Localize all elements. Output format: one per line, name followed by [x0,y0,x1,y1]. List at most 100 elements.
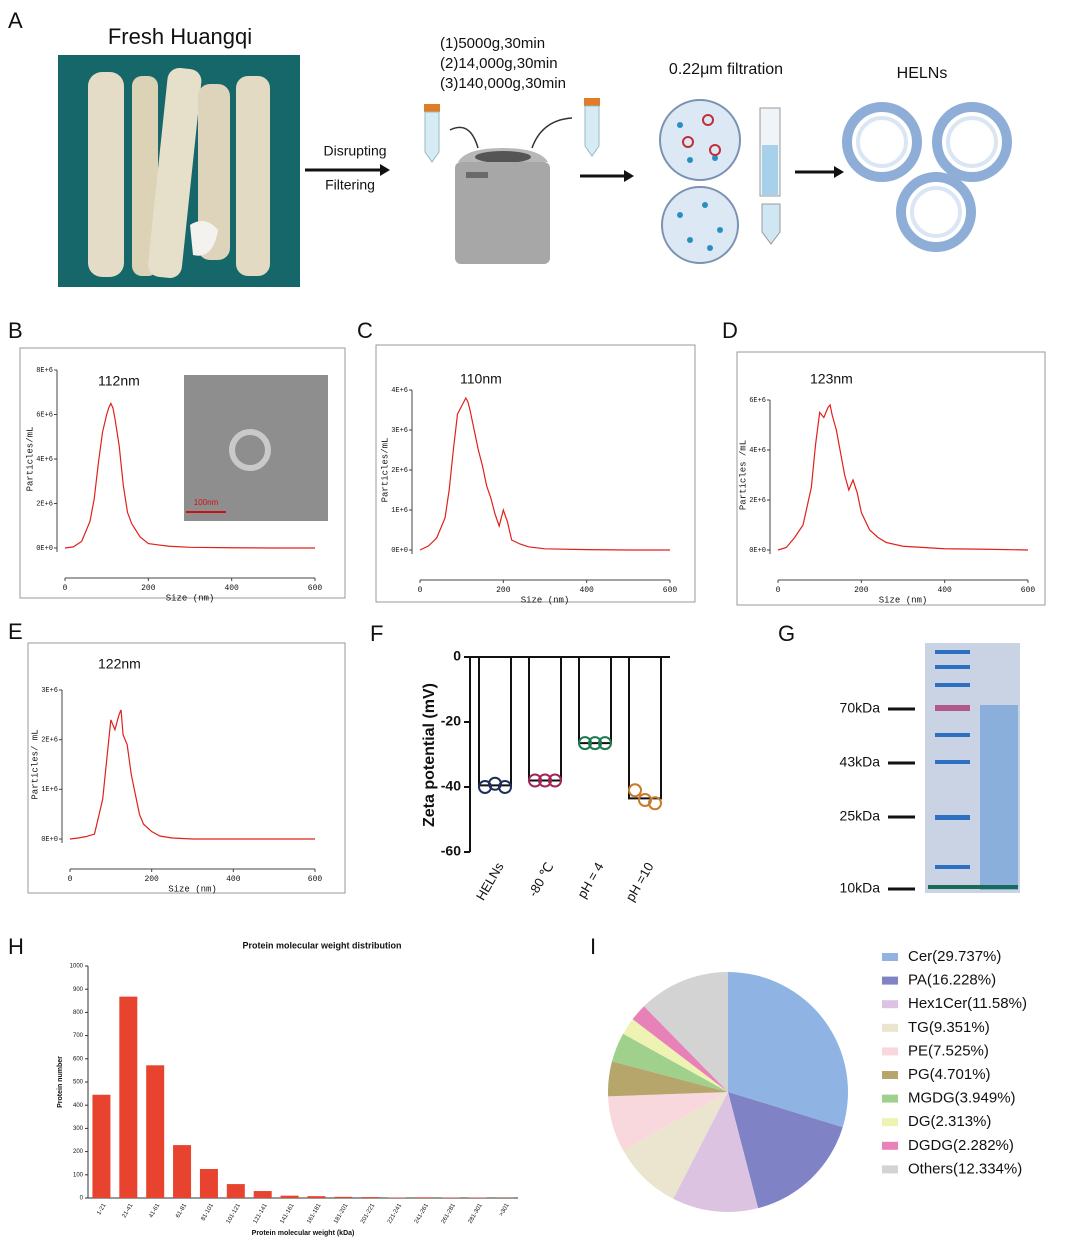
x-tick-label: 200 [144,875,159,884]
x-tick-label: 200 [496,586,511,595]
y-tick-label: 900 [73,987,84,993]
x-tick-label: 0 [63,584,68,593]
pie-slice [623,1092,728,1199]
x-tick-label: 400 [224,584,239,593]
y-tick-label: 4E+6 [391,387,408,395]
legend-label: DG(2.313%) [908,1113,991,1130]
pie-slice [728,972,848,1128]
pie-slice [608,1092,728,1151]
data-point [628,783,642,798]
y-tick-label: 2E+6 [36,500,53,508]
x-tick-label: 101-121 [226,1202,243,1225]
bar [226,1184,245,1198]
y-tick-label: 1E+6 [41,786,58,794]
legend-label: DGDG(2.282%) [908,1137,1014,1154]
y-axis-label: Particles /mL [738,440,748,510]
x-tick-label: 261-281 [441,1202,458,1225]
data-point [648,796,662,811]
bar [92,1094,111,1198]
y-tick-label: 2E+6 [391,467,408,475]
legend-swatch [882,1118,898,1127]
x-tick-label: HELNs [473,859,507,903]
panel-label: D [722,318,738,343]
bar [334,1196,353,1198]
panel-frame [736,351,1046,606]
x-tick-label: 600 [308,875,323,884]
x-tick-label: >301 [499,1202,511,1217]
pie-slice [632,1006,728,1092]
y-tick-label: 100 [73,1172,84,1178]
photo [58,55,300,287]
x-tick-label: 600 [663,586,678,595]
x-axis-label: Size (nm) [168,884,217,894]
x-tick-label: 600 [1021,586,1036,595]
legend-swatch [882,976,898,985]
x-tick-label: 281-301 [468,1202,485,1225]
y-tick-label: 1000 [70,964,84,970]
x-tick-label: -80 ℃ [525,860,556,900]
bar [361,1197,380,1198]
legend-swatch [882,1165,898,1174]
chart-title: Protein molecular weight distribution [242,940,401,950]
x-tick-label: 600 [308,584,323,593]
gel-marker: 25kDa [840,808,881,824]
gel-marker: 70kDa [840,700,881,716]
legend-label: PA(16.228%) [908,972,996,989]
spin-step: (1)5000g,30min [440,35,545,52]
photo-title: Fresh Huangqi [108,24,252,49]
y-tick-label: 600 [73,1056,84,1062]
x-tick-label: 400 [226,875,241,884]
x-tick-label: 181-201 [333,1202,350,1225]
spin-step: (3)140,000g,30min [440,75,566,92]
y-tick-label: 0 [80,1196,84,1202]
step-label: Filtering [325,177,375,193]
filtration [659,99,781,264]
x-tick-label: 0 [418,586,423,595]
bar [578,656,612,745]
bar [307,1196,326,1198]
panel-label: E [8,619,23,644]
x-tick-label: 1-21 [96,1202,108,1216]
x-axis-label: Size (nm) [521,595,570,605]
tem-vesicle [229,429,271,471]
x-tick-label: 21-41 [122,1202,135,1219]
product-title: HELNs [897,65,948,82]
line-series [69,709,315,840]
data-point [498,780,512,794]
line-series [419,396,670,551]
data-point [538,773,552,788]
annotation: 112nm [98,373,140,389]
x-tick-label: 161-181 [306,1202,323,1225]
arrow-head [834,166,844,178]
bar [146,1065,165,1198]
y-tick-label: 0E+0 [36,545,53,553]
bar [253,1191,272,1198]
pie-slice [608,1061,728,1097]
bar [478,656,512,787]
data-point [578,736,592,751]
bar [528,656,562,782]
legend-label: TG(9.351%) [908,1019,990,1036]
y-axis-label: Particles/mL [380,438,390,503]
y-tick-label: 0E+0 [391,547,408,555]
bar [119,996,138,1198]
x-tick-label: 400 [579,586,594,595]
gel-marker: 10kDa [840,880,881,896]
line-series [777,403,1029,551]
bar [414,1197,433,1198]
pie-slice [673,1092,759,1212]
x-axis-label: Size (nm) [879,595,928,605]
y-tick-label: 3E+6 [41,687,58,695]
legend-swatch [882,1047,898,1056]
y-tick-label: 3E+6 [391,427,408,435]
legend-label: MGDG(3.949%) [908,1090,1016,1107]
legend-label: PG(4.701%) [908,1066,991,1083]
legend-label: Hex1Cer(11.58%) [908,995,1027,1012]
pie-slice [644,972,728,1092]
y-tick-label: 800 [73,1010,84,1016]
x-tick-label: 241-261 [414,1202,431,1225]
y-axis-label: Particles/mL [25,427,35,492]
pie-slice [623,1019,728,1092]
panel-label: A [8,8,23,33]
